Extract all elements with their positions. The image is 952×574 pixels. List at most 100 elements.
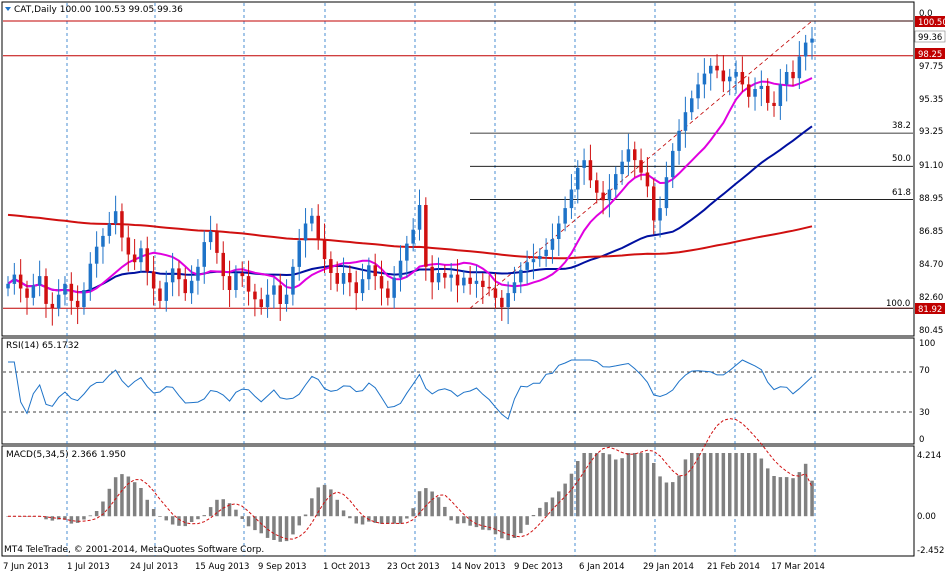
candle-body bbox=[18, 274, 23, 289]
candle-body bbox=[120, 211, 124, 238]
tag-98: 98.25 bbox=[918, 50, 942, 60]
macd-bar bbox=[633, 453, 637, 517]
candle-body bbox=[75, 300, 80, 308]
candle-body bbox=[82, 290, 86, 307]
macd-bar bbox=[50, 516, 55, 521]
tag-98-bg bbox=[915, 48, 945, 59]
candle-body bbox=[766, 85, 770, 103]
macd-bar bbox=[424, 488, 428, 517]
candle-body bbox=[582, 160, 586, 168]
macd-bar bbox=[683, 459, 688, 517]
candle-body bbox=[132, 254, 137, 263]
candle-body bbox=[449, 274, 453, 278]
candle-body bbox=[468, 277, 472, 284]
candle-body bbox=[177, 268, 181, 280]
price-axis-label: 97.75 bbox=[919, 62, 943, 72]
candle-body bbox=[94, 246, 99, 264]
macd-bar bbox=[164, 516, 168, 521]
candle-body bbox=[607, 189, 612, 201]
macd-bar bbox=[544, 502, 548, 517]
candle-body bbox=[493, 288, 498, 298]
candle-body bbox=[474, 280, 479, 284]
candle-body bbox=[417, 205, 422, 230]
candle-body bbox=[316, 215, 320, 239]
ma-slow-line bbox=[7, 213, 813, 260]
macd-bar bbox=[747, 453, 751, 517]
macd-bar bbox=[367, 516, 371, 522]
macd-bar bbox=[386, 516, 390, 524]
macd-bar bbox=[493, 516, 498, 535]
candle-body bbox=[183, 279, 187, 294]
candle-body bbox=[126, 237, 131, 255]
macd-bar bbox=[487, 516, 491, 531]
macd-bar bbox=[506, 516, 510, 541]
macd-bar bbox=[696, 453, 700, 517]
candle-body bbox=[658, 208, 662, 221]
macd-bar bbox=[664, 482, 669, 517]
macd-bar bbox=[443, 506, 447, 517]
candle-body bbox=[576, 167, 580, 190]
candle-body bbox=[348, 273, 352, 283]
candle-body bbox=[652, 186, 656, 221]
candle-body bbox=[715, 65, 719, 71]
macd-bar bbox=[626, 453, 631, 517]
macd-axis: 4.214 0.00 -2.452 bbox=[917, 451, 944, 556]
macd-bar bbox=[215, 499, 219, 517]
rsi-axis-label: 30 bbox=[919, 408, 930, 418]
candle-body bbox=[696, 84, 700, 99]
candle-body bbox=[740, 72, 745, 85]
candle-body bbox=[221, 252, 225, 277]
fib-trend-line bbox=[469, 20, 813, 309]
macd-bar bbox=[145, 499, 149, 517]
macd-bar bbox=[512, 516, 517, 538]
candle-body bbox=[797, 56, 802, 79]
macd-bar bbox=[94, 511, 99, 517]
macd-bar bbox=[88, 515, 93, 517]
candle-body bbox=[747, 84, 751, 97]
candle-body bbox=[360, 279, 365, 294]
candle-body bbox=[443, 273, 447, 278]
date-axis-label: 9 Sep 2013 bbox=[258, 562, 306, 572]
macd-bar bbox=[519, 516, 523, 534]
macd-bar bbox=[582, 453, 586, 517]
fib-label: 50.0 bbox=[892, 154, 911, 164]
candle-body bbox=[202, 242, 206, 267]
macd-axis-label: -2.452 bbox=[917, 546, 944, 556]
macd-bar bbox=[778, 477, 783, 517]
candle-body bbox=[614, 174, 618, 190]
macd-bar bbox=[234, 509, 238, 517]
candle-body bbox=[63, 283, 67, 295]
macd-bar bbox=[810, 480, 814, 517]
main-title[interactable]: CAT,Daily 100.00 100.53 99.05 99.36 bbox=[5, 5, 183, 15]
candle-body bbox=[671, 150, 675, 178]
triangle-down-icon[interactable] bbox=[5, 7, 11, 11]
candle-body bbox=[354, 282, 358, 294]
candle-body bbox=[6, 283, 10, 289]
price-axis-label: 82.60 bbox=[919, 293, 943, 303]
price-tags: 100.50 99.36 98.25 81.92 bbox=[914, 16, 948, 315]
candle-body bbox=[702, 73, 707, 85]
price-axis-label: 80.45 bbox=[919, 326, 943, 336]
macd-bar bbox=[690, 453, 694, 517]
macd-bar bbox=[550, 497, 555, 517]
macd-bar bbox=[557, 491, 561, 517]
candle-body bbox=[690, 98, 694, 113]
macd-bar bbox=[620, 458, 624, 517]
macd-bar bbox=[126, 476, 131, 517]
candle-body bbox=[335, 273, 339, 284]
candle-body bbox=[164, 282, 168, 301]
macd-bar bbox=[398, 516, 403, 524]
candle-body bbox=[278, 285, 282, 304]
macd-bar bbox=[44, 516, 48, 520]
macd-bar bbox=[639, 453, 643, 517]
candle-body bbox=[664, 177, 669, 209]
fib-label: 38.2 bbox=[892, 121, 911, 131]
candle-body bbox=[803, 42, 808, 57]
macd-bar bbox=[177, 516, 181, 526]
macd-bar bbox=[196, 516, 200, 520]
rsi-title: RSI(14) 65.1732 bbox=[6, 341, 79, 351]
candle-body bbox=[158, 288, 162, 301]
price-axis-label: 95.35 bbox=[919, 95, 943, 105]
macd-bar bbox=[158, 516, 162, 517]
macd-bar bbox=[436, 497, 441, 517]
